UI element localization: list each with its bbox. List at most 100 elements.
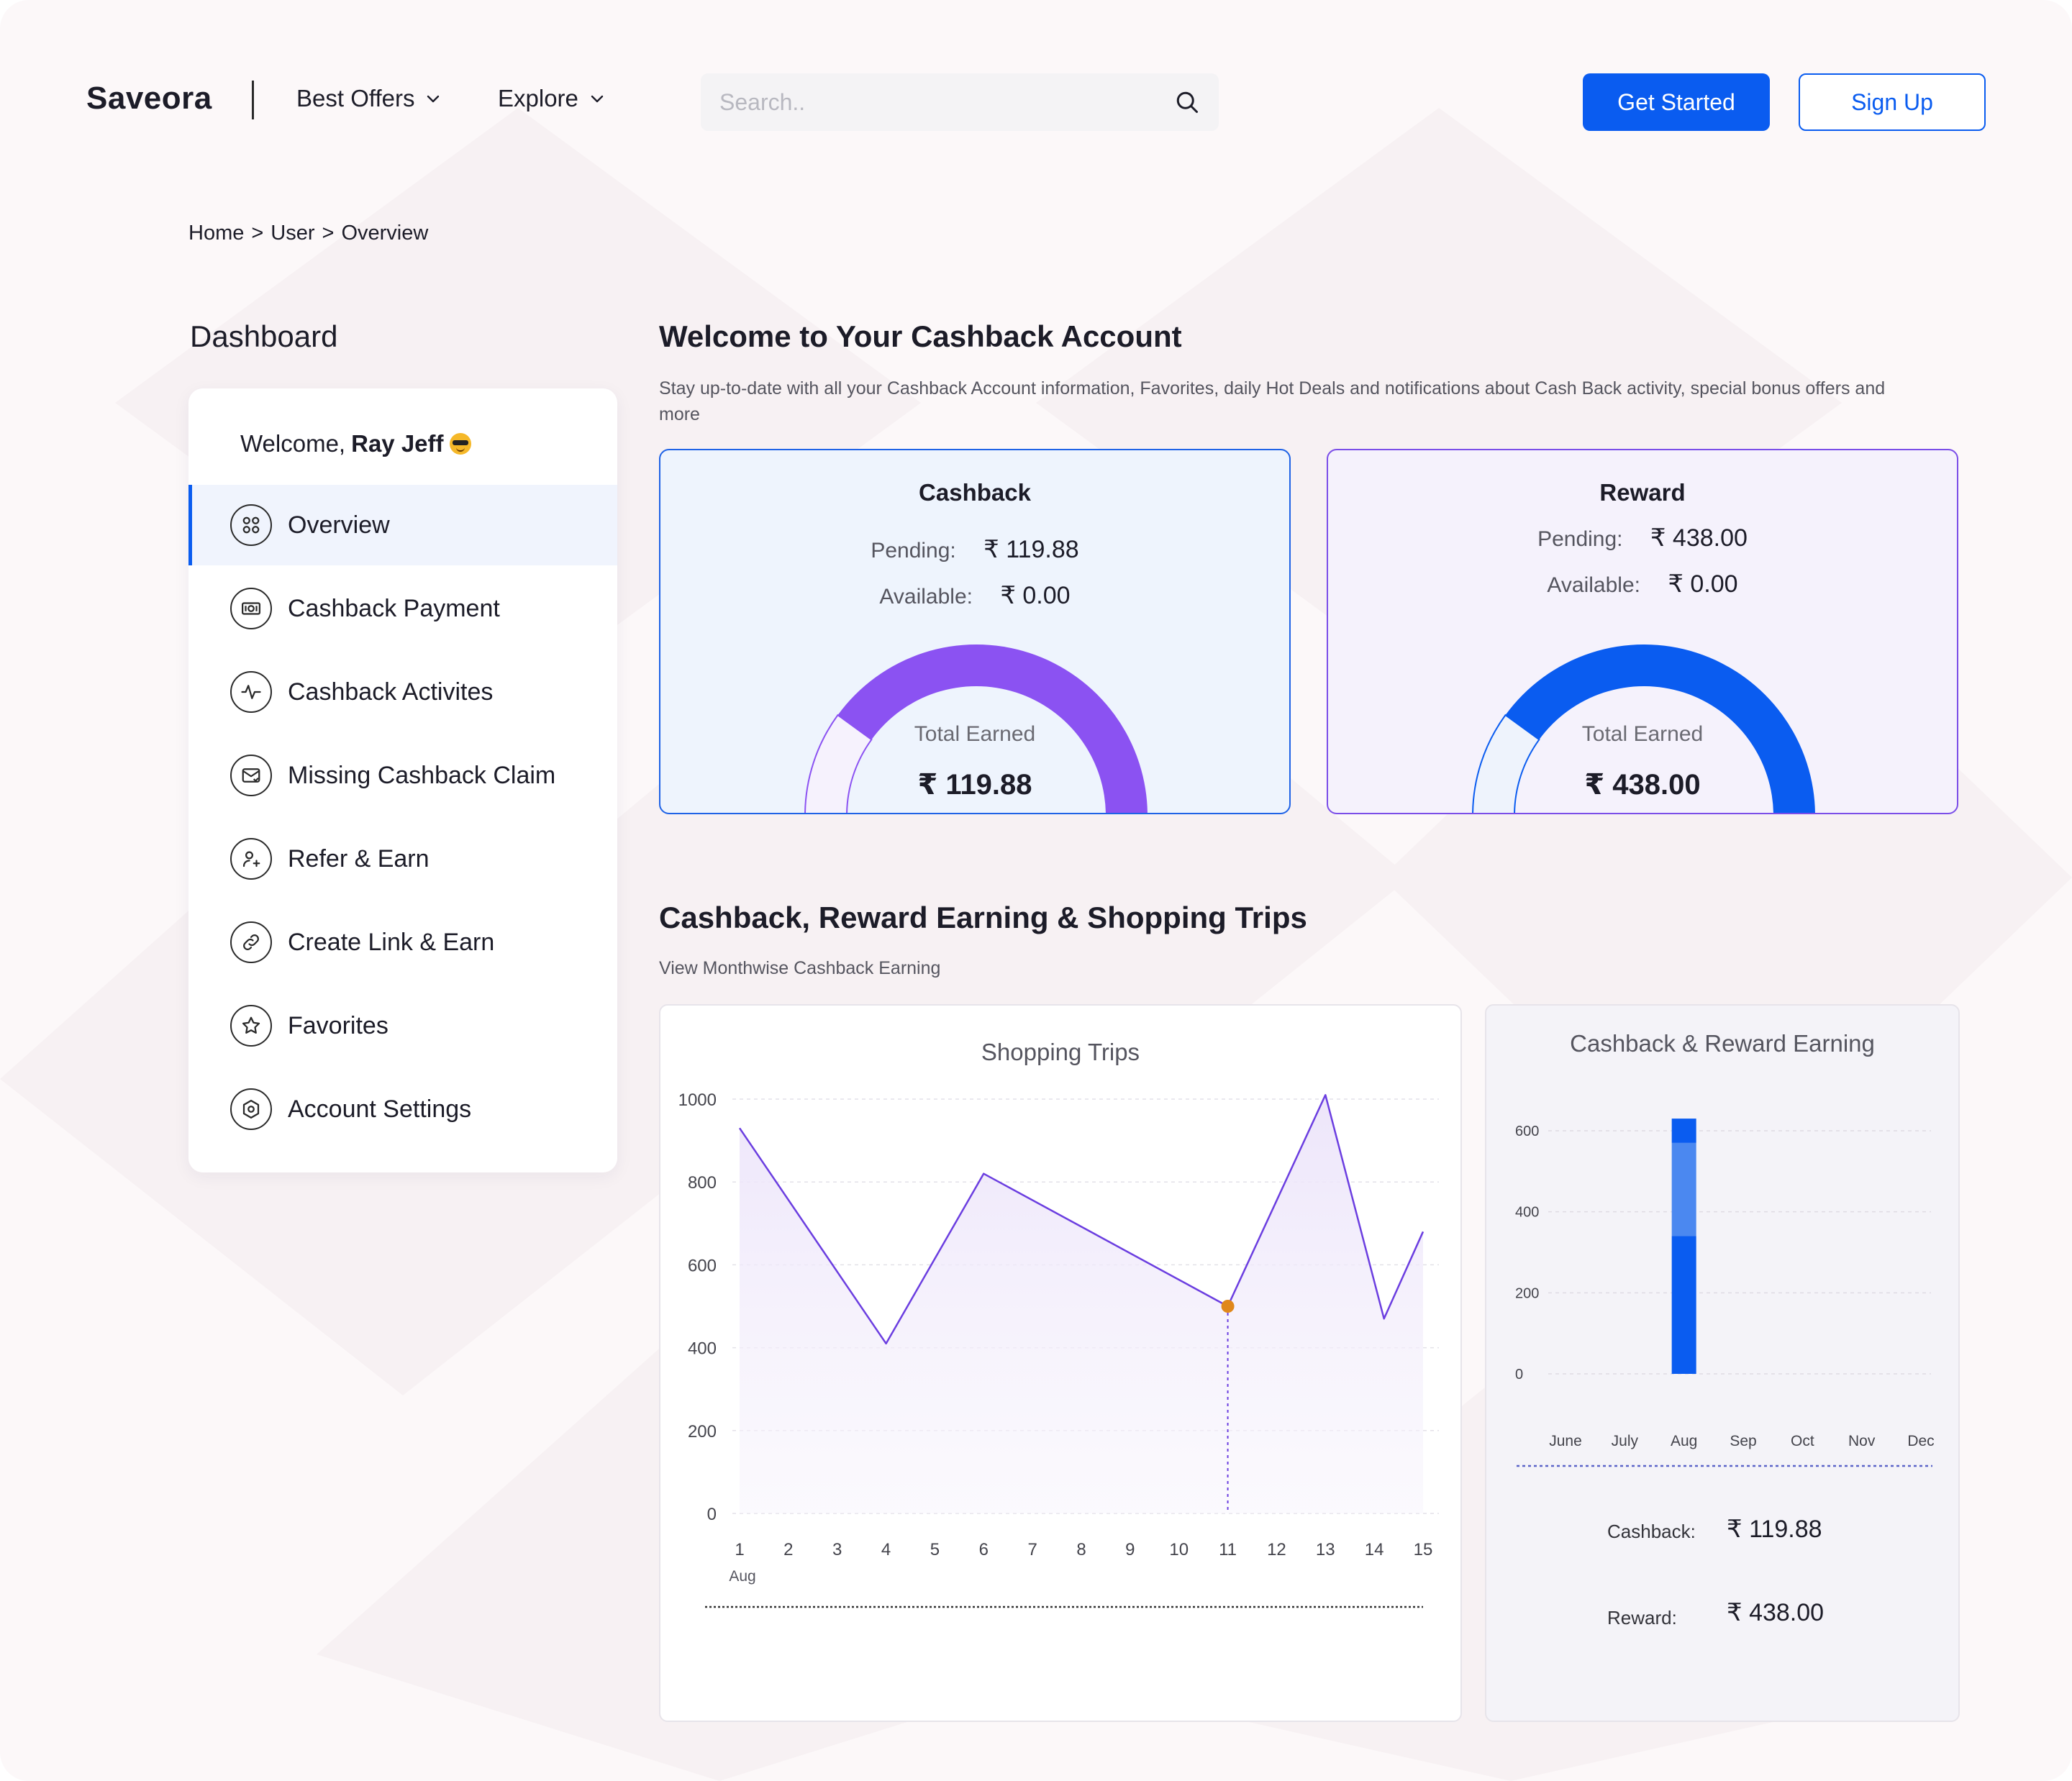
sidebar-item-label: Cashback Activites <box>288 678 494 706</box>
bar-segment[interactable] <box>1671 1142 1696 1236</box>
bar-segment[interactable] <box>1671 1236 1696 1374</box>
page-title: Welcome to Your Cashback Account <box>659 319 1182 353</box>
total-earned-value: ₹ 119.88 <box>917 769 1032 801</box>
link-icon <box>230 921 272 963</box>
x-tick-label: 15 <box>1414 1540 1433 1559</box>
user-name: Ray Jeff <box>351 430 444 457</box>
x-tick-label: Aug <box>1671 1433 1697 1449</box>
sidebar-item-label: Cashback Payment <box>288 594 500 622</box>
search-icon[interactable] <box>1174 89 1200 115</box>
x-tick-label: 7 <box>1027 1540 1037 1559</box>
sidebar-item-create-link-earn[interactable]: Create Link & Earn <box>188 902 617 983</box>
breadcrumb-user[interactable]: User <box>271 222 315 245</box>
y-tick-label: 200 <box>688 1422 717 1441</box>
sidebar-item-favorites[interactable]: Favorites <box>188 985 617 1066</box>
bar-segment[interactable] <box>1671 1119 1696 1143</box>
x-sublabel: Aug <box>729 1568 755 1585</box>
breadcrumb: Home > User > Overview <box>188 222 428 245</box>
x-tick-label: Nov <box>1848 1433 1876 1449</box>
nav-explore[interactable]: Explore <box>498 85 606 112</box>
search-input[interactable] <box>719 88 1174 116</box>
page-subtitle: Stay up-to-date with all your Cashback A… <box>659 378 1886 424</box>
x-tick-label: 6 <box>979 1540 989 1559</box>
chart-title: Cashback & Reward Earning <box>1570 1030 1875 1057</box>
cashback-gauge <box>804 644 1148 813</box>
reward-gauge <box>1472 644 1815 813</box>
x-tick-label: 11 <box>1219 1540 1237 1559</box>
sidebar-item-overview[interactable]: Overview <box>188 485 617 565</box>
cashback-pending: Pending: ₹ 119.88 <box>660 535 1289 564</box>
welcome-prefix: Welcome, <box>240 430 346 457</box>
sunglasses-emoji-icon <box>449 433 471 455</box>
gauge-fill <box>1505 644 1815 813</box>
sidebar-item-missing-cashback-claim[interactable]: Missing Cashback Claim <box>188 735 617 816</box>
total-earned-label: Total Earned <box>1581 722 1704 746</box>
pending-value: ₹ 119.88 <box>983 536 1079 563</box>
available-value: ₹ 0.00 <box>1000 582 1071 609</box>
sidebar-item-label: Missing Cashback Claim <box>288 761 556 789</box>
gauge-track <box>804 714 873 813</box>
nav-best-offers-label: Best Offers <box>296 85 415 111</box>
mail-claim-icon <box>230 755 272 796</box>
y-tick-label: 600 <box>1515 1124 1539 1139</box>
search-bar <box>701 73 1219 131</box>
x-tick-label: 1 <box>735 1540 744 1559</box>
chart-title: Shopping Trips <box>981 1039 1140 1065</box>
settings-icon <box>230 1088 272 1130</box>
y-tick-label: 400 <box>1515 1205 1539 1221</box>
cashback-available: Available: ₹ 0.00 <box>660 581 1289 610</box>
pending-value: ₹ 438.00 <box>1650 524 1748 552</box>
total-earned-label: Total Earned <box>914 722 1036 746</box>
sidebar-item-account-settings[interactable]: Account Settings <box>188 1069 617 1149</box>
cashback-reward-earning-chart: Cashback & Reward Earning 0 200 400 600 Jun… <box>1485 1004 1960 1722</box>
section-title: Cashback, Reward Earning & Shopping Trip… <box>659 901 1307 934</box>
breadcrumb-separator: > <box>251 222 264 245</box>
x-tick-label: June <box>1549 1433 1582 1449</box>
x-tick-label: Dec <box>1907 1433 1934 1449</box>
nav-best-offers[interactable]: Best Offers <box>296 85 442 112</box>
y-tick-label: 400 <box>688 1339 717 1359</box>
user-plus-icon <box>230 838 272 880</box>
activity-icon <box>230 671 272 713</box>
sign-up-button[interactable]: Sign Up <box>1799 73 1986 131</box>
money-icon <box>230 588 272 629</box>
sidebar: Welcome, Ray Jeff Overview Cashback Paym… <box>188 388 617 1172</box>
available-label: Available: <box>879 585 973 609</box>
x-tick-label: 9 <box>1125 1540 1135 1559</box>
sidebar-item-label: Create Link & Earn <box>288 928 495 956</box>
x-tick-label: 8 <box>1076 1540 1086 1559</box>
total-earned-value: ₹ 438.00 <box>1584 769 1701 801</box>
highlight-point[interactable] <box>1221 1300 1235 1313</box>
gauge-fill <box>837 644 1148 813</box>
sidebar-item-label: Favorites <box>288 1011 388 1039</box>
area-fill <box>740 1095 1423 1513</box>
chevron-down-icon <box>427 95 440 103</box>
x-tick-label: 10 <box>1169 1540 1189 1559</box>
grid-icon <box>230 504 272 546</box>
breadcrumb-home[interactable]: Home <box>188 222 245 245</box>
bar-chart-svg: 0 200 400 600 June July Aug Sep Oct Nov Dec <box>1515 1119 1935 1467</box>
reward-pending: Pending: ₹ 438.00 <box>1328 524 1957 552</box>
nav-explore-label: Explore <box>498 85 578 111</box>
y-tick-label: 600 <box>688 1256 717 1275</box>
summary-reward-value: ₹ 438.00 <box>1727 1599 1825 1626</box>
sidebar-item-label: Refer & Earn <box>288 844 430 873</box>
get-started-button[interactable]: Get Started <box>1583 73 1770 131</box>
reward-card: Reward Pending: ₹ 438.00 Available: ₹ 0.… <box>1327 449 1958 814</box>
dashboard-title: Dashboard <box>190 319 338 353</box>
cashback-card: Cashback Pending: ₹ 119.88 Available: ₹ … <box>659 449 1291 814</box>
summary-cashback-label: Cashback: <box>1607 1521 1696 1542</box>
sidebar-item-cashback-payment[interactable]: Cashback Payment <box>188 568 617 649</box>
sidebar-item-cashback-activites[interactable]: Cashback Activites <box>188 652 617 732</box>
gauge-track <box>1472 714 1540 813</box>
available-value: ₹ 0.00 <box>1668 570 1738 598</box>
star-icon <box>230 1005 272 1047</box>
sidebar-item-label: Account Settings <box>288 1095 472 1123</box>
logo[interactable]: Saveora <box>86 81 212 116</box>
breadcrumb-separator: > <box>322 222 335 245</box>
x-tick-label: 3 <box>832 1540 842 1559</box>
sidebar-item-refer-earn[interactable]: Refer & Earn <box>188 819 617 899</box>
y-tick-label: 200 <box>1515 1285 1539 1301</box>
